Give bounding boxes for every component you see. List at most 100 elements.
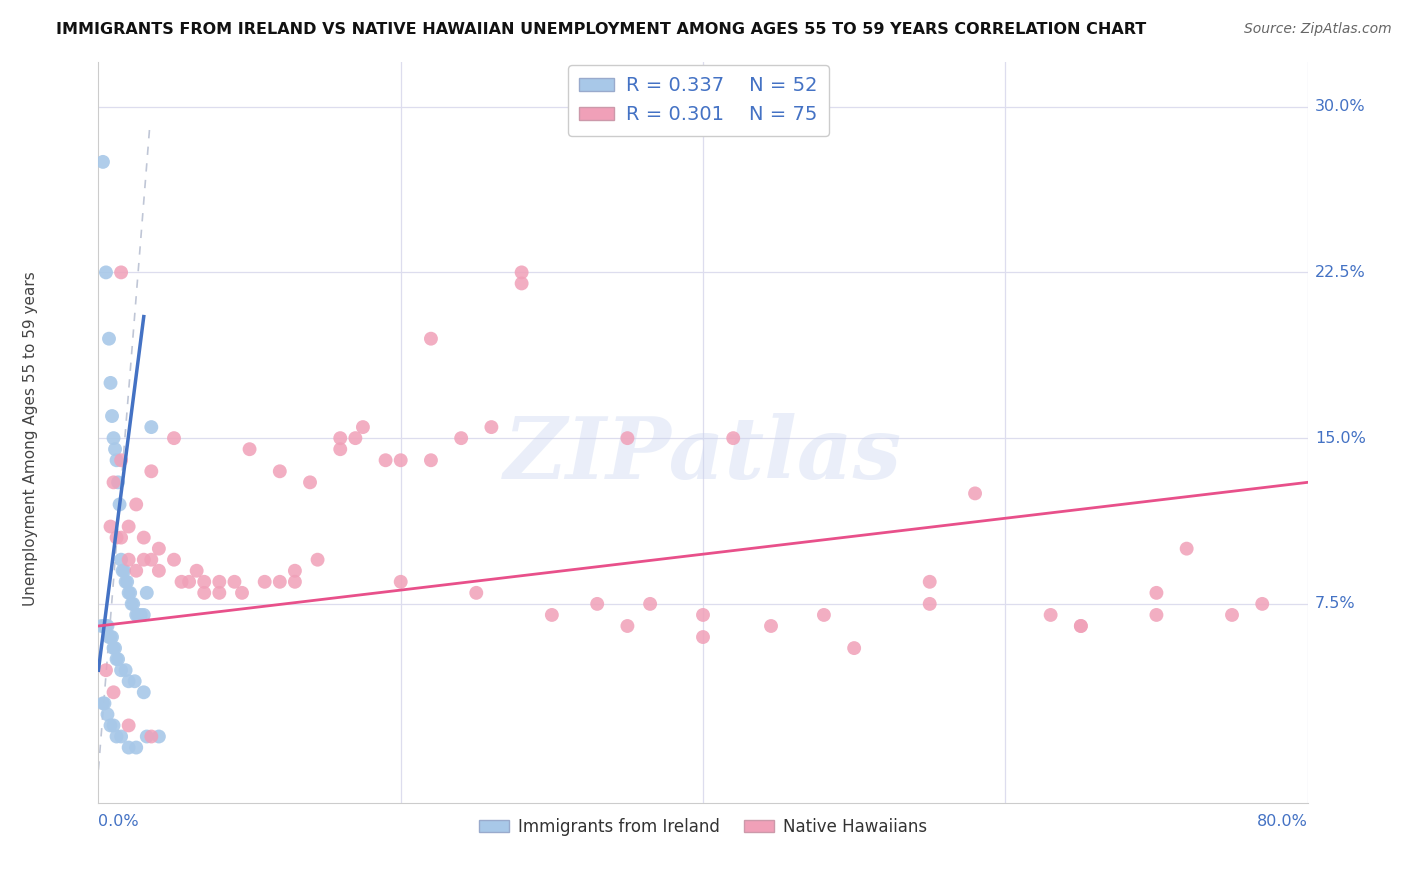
Point — [118, 718, 141, 732]
Point — [231, 586, 253, 600]
Point — [108, 498, 131, 512]
Point — [284, 574, 307, 589]
Text: 80.0%: 80.0% — [1257, 814, 1308, 829]
Point — [692, 607, 714, 622]
Point — [129, 607, 152, 622]
Legend: Immigrants from Ireland, Native Hawaiians: Immigrants from Ireland, Native Hawaiian… — [472, 811, 934, 843]
Point — [118, 586, 141, 600]
Point — [148, 564, 170, 578]
Point — [112, 564, 135, 578]
Point — [100, 630, 122, 644]
Point — [110, 265, 132, 279]
Point — [616, 619, 638, 633]
Point — [163, 431, 186, 445]
Point — [965, 486, 987, 500]
Point — [1039, 607, 1062, 622]
Point — [352, 420, 374, 434]
Point — [110, 453, 132, 467]
Point — [98, 332, 121, 346]
Point — [103, 431, 125, 445]
Point — [121, 597, 143, 611]
Point — [132, 685, 155, 699]
Point — [114, 574, 136, 589]
Point — [101, 409, 124, 423]
Point — [465, 586, 488, 600]
Point — [110, 730, 132, 744]
Point — [813, 607, 835, 622]
Point — [1146, 586, 1168, 600]
Point — [125, 740, 148, 755]
Point — [93, 619, 115, 633]
Point — [141, 730, 163, 744]
Point — [208, 574, 231, 589]
Point — [224, 574, 246, 589]
Point — [120, 586, 142, 600]
Point — [114, 663, 136, 677]
Point — [115, 574, 138, 589]
Text: 22.5%: 22.5% — [1315, 265, 1365, 280]
Point — [759, 619, 782, 633]
Point — [118, 552, 141, 566]
Point — [844, 641, 866, 656]
Point — [107, 475, 129, 490]
Point — [148, 541, 170, 556]
Text: 0.0%: 0.0% — [98, 814, 139, 829]
Point — [105, 730, 128, 744]
Point — [110, 663, 132, 677]
Point — [93, 697, 115, 711]
Point — [510, 265, 533, 279]
Text: IMMIGRANTS FROM IRELAND VS NATIVE HAWAIIAN UNEMPLOYMENT AMONG AGES 55 TO 59 YEAR: IMMIGRANTS FROM IRELAND VS NATIVE HAWAII… — [56, 22, 1146, 37]
Point — [1251, 597, 1274, 611]
Point — [91, 154, 114, 169]
Point — [103, 685, 125, 699]
Point — [420, 453, 443, 467]
Point — [141, 420, 163, 434]
Point — [374, 453, 396, 467]
Text: 7.5%: 7.5% — [1315, 597, 1355, 611]
Point — [450, 431, 472, 445]
Point — [638, 597, 661, 611]
Point — [307, 552, 329, 566]
Point — [105, 652, 128, 666]
Point — [239, 442, 262, 457]
Point — [100, 376, 122, 390]
Point — [481, 420, 503, 434]
Point — [692, 630, 714, 644]
Point — [389, 453, 412, 467]
Point — [101, 630, 124, 644]
Text: 30.0%: 30.0% — [1315, 99, 1365, 114]
Point — [510, 277, 533, 291]
Point — [132, 531, 155, 545]
Text: ZIPatlas: ZIPatlas — [503, 413, 903, 497]
Point — [94, 265, 117, 279]
Point — [141, 552, 163, 566]
Text: 15.0%: 15.0% — [1315, 431, 1367, 446]
Point — [103, 641, 125, 656]
Point — [723, 431, 745, 445]
Point — [186, 564, 208, 578]
Point — [104, 442, 127, 457]
Point — [98, 630, 121, 644]
Point — [616, 431, 638, 445]
Point — [94, 619, 117, 633]
Point — [94, 663, 117, 677]
Point — [107, 652, 129, 666]
Point — [105, 531, 128, 545]
Point — [122, 597, 145, 611]
Point — [1070, 619, 1092, 633]
Point — [389, 574, 412, 589]
Point — [1070, 619, 1092, 633]
Point — [269, 464, 291, 478]
Point — [132, 552, 155, 566]
Point — [148, 730, 170, 744]
Point — [163, 552, 186, 566]
Point — [127, 607, 149, 622]
Point — [125, 564, 148, 578]
Point — [540, 607, 562, 622]
Point — [90, 619, 112, 633]
Text: Unemployment Among Ages 55 to 59 years: Unemployment Among Ages 55 to 59 years — [22, 271, 38, 606]
Point — [1175, 541, 1198, 556]
Point — [96, 619, 118, 633]
Point — [103, 718, 125, 732]
Point — [344, 431, 367, 445]
